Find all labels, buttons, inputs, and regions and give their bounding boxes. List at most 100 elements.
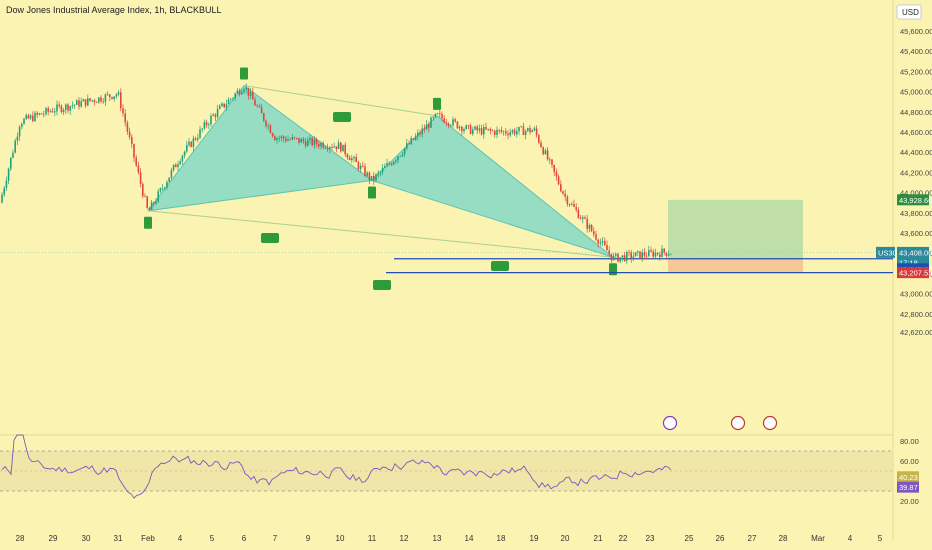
candle-body (7, 168, 10, 181)
candle-body (458, 126, 461, 129)
price-tag-target (897, 194, 929, 206)
pivot-marker (144, 216, 152, 229)
candle-body (386, 163, 388, 167)
candle-body (302, 139, 305, 142)
candle-body (93, 100, 96, 103)
candle-body (645, 255, 648, 257)
candle-body (632, 256, 635, 259)
candle-body (538, 135, 540, 143)
candle-body (573, 203, 575, 207)
candle-body (390, 163, 393, 165)
candle-body (469, 125, 472, 135)
candle-body (417, 132, 419, 137)
candle-body (98, 97, 100, 103)
x-tick-label: 27 (748, 534, 757, 543)
candle-body (181, 155, 184, 162)
candle-body (535, 128, 538, 136)
candle-body (230, 98, 232, 100)
candle-body (155, 201, 157, 204)
candle-body (575, 206, 577, 210)
x-tick-label: 4 (178, 534, 183, 543)
candle-body (359, 165, 362, 170)
candle-body (311, 138, 313, 146)
price-tag-countdown (897, 256, 929, 268)
candle-body (491, 130, 494, 132)
candle-body (641, 252, 643, 259)
candles-group (1, 83, 672, 265)
candle-body (104, 94, 107, 102)
candle-body (540, 142, 542, 148)
candle-body (133, 143, 135, 158)
candle-body (274, 136, 276, 141)
candle-body (626, 252, 628, 261)
candle-body (69, 106, 71, 111)
candle-body (518, 126, 520, 132)
candle-body (175, 164, 177, 168)
candle-body (557, 176, 560, 185)
candle-body (483, 127, 485, 135)
x-tick-label: 14 (465, 534, 474, 543)
candle-body (670, 254, 672, 256)
candle-body (245, 87, 247, 90)
candle-body (533, 128, 536, 131)
candle-body (639, 251, 641, 259)
candle-body (254, 99, 256, 106)
candle-body (340, 142, 342, 152)
pivot-marker (368, 186, 376, 199)
candle-body (106, 94, 109, 96)
candle-body (16, 136, 19, 141)
candle-body (25, 115, 27, 119)
candle-body (65, 104, 67, 110)
candle-body (487, 128, 489, 130)
x-tick-label: 19 (530, 534, 539, 543)
candle-body (648, 250, 650, 257)
y-tick-label: 42,800.00 (900, 310, 932, 319)
candle-body (619, 257, 621, 262)
ratio-box (261, 233, 279, 243)
candle-body (410, 138, 412, 145)
harmonic-triangle-xab (146, 84, 374, 212)
candle-body (331, 147, 333, 148)
candle-body (320, 142, 322, 147)
candle-body (544, 150, 547, 155)
price-tag-label: 17:18 (899, 258, 918, 267)
candle-body (601, 240, 604, 243)
candle-body (445, 122, 448, 124)
candle-body (652, 251, 654, 257)
candle-body (157, 191, 159, 202)
candle-body (366, 172, 368, 176)
x-tick-label: 23 (646, 534, 655, 543)
candle-body (489, 128, 492, 131)
candle-body (370, 175, 373, 180)
candle-body (313, 139, 316, 146)
candle-body (307, 140, 309, 147)
x-tick-label: 28 (16, 534, 25, 543)
candle-body (436, 113, 439, 115)
candle-body (170, 169, 173, 178)
candle-body (643, 252, 646, 256)
candle-body (197, 137, 199, 140)
candle-body (509, 132, 511, 136)
candle-body (225, 104, 228, 108)
candle-body (476, 126, 478, 131)
candle-body (131, 137, 133, 144)
candle-body (516, 131, 518, 135)
candle-body (584, 217, 586, 219)
candle-body (586, 218, 588, 229)
candle-body (395, 160, 397, 162)
candle-body (568, 204, 571, 205)
candle-body (148, 208, 151, 211)
candle-body (126, 122, 129, 132)
candle-body (322, 142, 324, 148)
candle-body (423, 128, 426, 130)
candle-body (656, 252, 659, 255)
candle-body (507, 133, 509, 136)
candle-body (38, 113, 41, 115)
candle-body (628, 252, 630, 254)
candle-body (164, 187, 166, 189)
candle-body (252, 92, 254, 100)
candle-body (560, 184, 562, 192)
candle-body (60, 106, 63, 113)
